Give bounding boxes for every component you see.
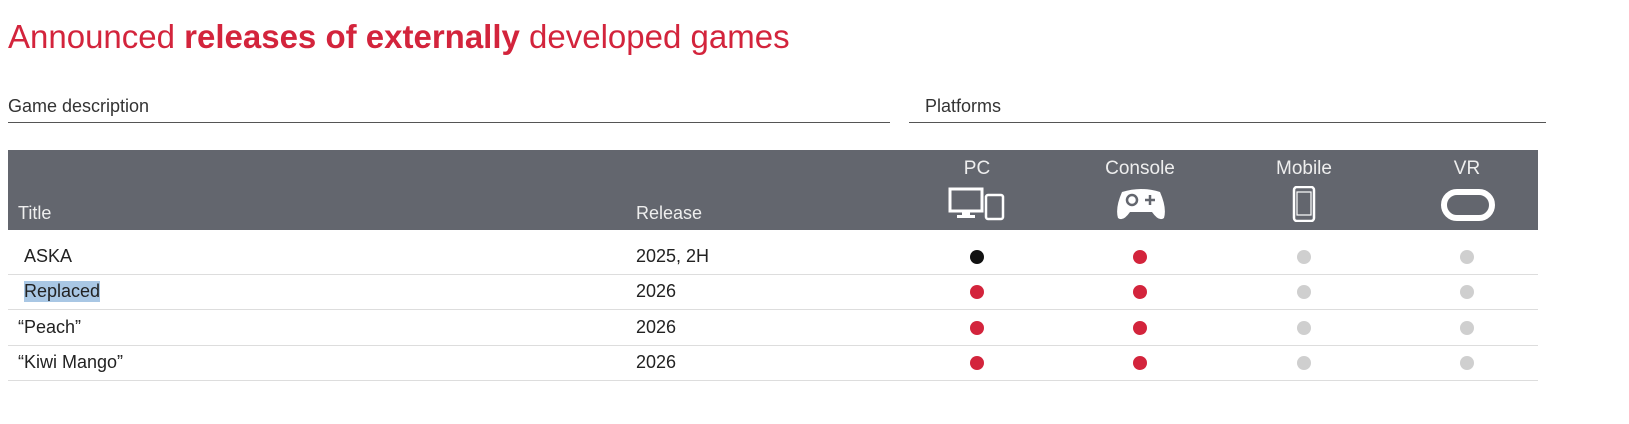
platform-dot-pc: [970, 356, 984, 370]
table-row: “Peach” 2026: [8, 310, 1538, 346]
platform-dot-vr: [1460, 285, 1474, 299]
platform-dot-console: [1133, 285, 1147, 299]
table-row: Replaced 2026: [8, 274, 1538, 310]
platform-dot-mobile: [1297, 285, 1311, 299]
platform-dot-pc: [970, 250, 984, 264]
header-vr: VR: [1453, 158, 1481, 179]
release-date: 2026: [636, 281, 677, 301]
platform-dot-vr: [1460, 321, 1474, 335]
platform-dot-console: [1133, 321, 1147, 335]
platform-dot-console: [1133, 250, 1147, 264]
header-pc: PC: [963, 158, 991, 179]
header-title: Title: [18, 203, 52, 223]
header-mobile: Mobile: [1276, 158, 1332, 179]
platform-dot-vr: [1460, 356, 1474, 370]
platform-dot-vr: [1460, 250, 1474, 264]
platform-dot-console: [1133, 356, 1147, 370]
divider: [8, 122, 890, 123]
smartphone-icon: [1292, 186, 1316, 222]
table-row: ASKA 2025, 2H: [8, 239, 1538, 275]
game-title: “Peach”: [18, 317, 82, 337]
game-title: ASKA: [24, 246, 73, 266]
header-console: Console: [1105, 158, 1175, 179]
platform-dot-mobile: [1297, 356, 1311, 370]
table-row: “Kiwi Mango” 2026: [8, 345, 1538, 381]
header-release: Release: [636, 203, 703, 223]
section-game-description: Game description: [8, 96, 150, 116]
release-date: 2026: [636, 317, 677, 337]
pc-tablet-icon: [948, 187, 1005, 221]
vr-headset-icon: [1441, 189, 1495, 221]
platform-dot-pc: [970, 321, 984, 335]
game-title: “Kiwi Mango”: [18, 352, 124, 372]
gamepad-icon: [1117, 189, 1165, 220]
section-platforms: Platforms: [925, 96, 1002, 116]
release-date: 2026: [636, 352, 677, 372]
page-title: Announced releases of externally develop…: [8, 18, 790, 55]
platform-dot-mobile: [1297, 250, 1311, 264]
platform-dot-pc: [970, 285, 984, 299]
release-date: 2025, 2H: [636, 246, 710, 266]
divider: [909, 122, 1546, 123]
game-title: Replaced: [24, 281, 101, 302]
table-header: Title Release: [8, 150, 1538, 230]
platform-dot-mobile: [1297, 321, 1311, 335]
